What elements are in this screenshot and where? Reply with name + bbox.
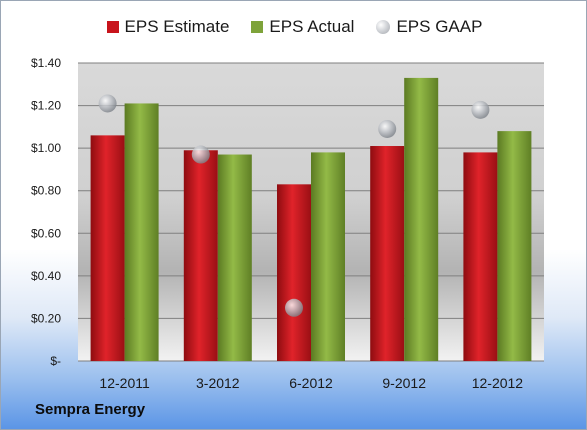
bar-eps-estimate bbox=[370, 146, 405, 361]
bars bbox=[90, 77, 532, 362]
company-name: Sempra Energy bbox=[35, 401, 146, 418]
bar-eps-actual bbox=[311, 152, 345, 361]
legend-item-eps-gaap: EPS GAAP bbox=[376, 17, 482, 37]
marker-eps-gaap bbox=[191, 145, 210, 164]
marker-eps-gaap bbox=[98, 94, 117, 113]
bar-eps-actual bbox=[497, 131, 532, 361]
y-tick-label: $1.20 bbox=[31, 99, 61, 113]
x-tick-label: 3-2012 bbox=[196, 375, 240, 391]
x-axis-ticks: 12-2011 3-2012 6-2012 9-2012 12-2012 bbox=[99, 375, 523, 391]
marker-eps-gaap bbox=[378, 119, 397, 138]
gaap-markers bbox=[98, 94, 490, 317]
y-tick-label: $0.80 bbox=[31, 184, 61, 198]
bar-eps-estimate bbox=[463, 152, 498, 361]
bar-eps-actual bbox=[217, 154, 252, 361]
marker-eps-gaap bbox=[285, 298, 303, 317]
legend-swatch-gaap bbox=[376, 20, 391, 34]
bar-eps-actual bbox=[124, 103, 159, 361]
y-axis-ticks: $- $0.20 $0.40 $0.60 $0.80 $1.00 $1.20 $1.40 bbox=[31, 56, 61, 368]
y-tick-label: $- bbox=[50, 354, 61, 368]
legend-label-actual: EPS Actual bbox=[269, 17, 355, 36]
legend-item-eps-estimate: EPS Estimate bbox=[106, 17, 230, 37]
y-tick-label: $1.00 bbox=[31, 141, 61, 155]
y-tick-label: $0.40 bbox=[31, 269, 61, 283]
x-tick-label: 9-2012 bbox=[382, 375, 426, 391]
bar-eps-actual bbox=[404, 77, 439, 362]
bar-eps-estimate bbox=[90, 135, 125, 361]
legend: EPS Estimate EPS Actual EPS GAAP bbox=[1, 17, 586, 37]
x-tick-label: 12-2012 bbox=[472, 375, 524, 391]
bar-eps-estimate bbox=[277, 184, 311, 361]
legend-item-eps-actual: EPS Actual bbox=[251, 17, 354, 37]
y-tick-label: $1.40 bbox=[31, 56, 61, 70]
legend-swatch-actual bbox=[251, 21, 264, 33]
y-tick-label: $0.60 bbox=[31, 226, 61, 240]
marker-eps-gaap bbox=[471, 100, 490, 119]
y-tick-label: $0.20 bbox=[31, 311, 61, 325]
bar-eps-estimate bbox=[183, 150, 218, 361]
x-tick-label: 12-2011 bbox=[99, 375, 150, 391]
legend-swatch-estimate bbox=[106, 21, 119, 33]
legend-label-gaap: EPS GAAP bbox=[396, 17, 483, 36]
legend-label-estimate: EPS Estimate bbox=[124, 17, 230, 36]
x-tick-label: 6-2012 bbox=[289, 375, 333, 391]
